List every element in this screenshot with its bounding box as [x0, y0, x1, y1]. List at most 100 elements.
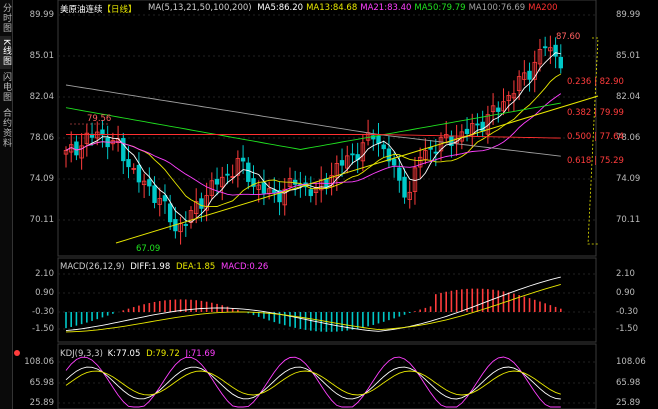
candle-body	[496, 107, 501, 112]
trend-line	[115, 95, 599, 244]
ma21-line	[65, 93, 562, 196]
tab-intraday[interactable]: 分时图	[1, 3, 11, 33]
candle-body	[360, 142, 366, 162]
candle-body	[214, 178, 220, 185]
candle-body	[402, 176, 407, 198]
fib-0236: 0.236 | 82.90	[567, 77, 624, 87]
candle-body	[131, 168, 136, 170]
candle-body	[162, 195, 168, 202]
kdj-k-line	[65, 366, 561, 400]
tab-flash[interactable]: 闪电图	[1, 71, 11, 102]
candle-body	[194, 201, 199, 215]
candle-body	[240, 157, 246, 162]
fib-0618: 0.618 | 75.29	[567, 156, 624, 166]
kdj-axis-tick: 65.98	[29, 378, 54, 388]
ma100-line	[65, 84, 561, 157]
candle-body	[522, 72, 527, 80]
high-label: 87.60	[556, 32, 581, 42]
candle-body	[282, 188, 287, 206]
ma13-line	[65, 73, 562, 208]
ma200-line	[66, 134, 561, 139]
candle-body	[511, 93, 517, 99]
ma-value: MA50:79.79	[414, 3, 466, 13]
candle-body	[251, 178, 256, 187]
candle-body	[183, 224, 188, 226]
ma-value: MA5:86.20	[257, 3, 304, 13]
candle-body	[308, 189, 313, 197]
macd-axis-tick: 0.90	[616, 288, 635, 298]
candle-body	[381, 144, 386, 150]
candle-body	[95, 131, 100, 139]
candle-body	[485, 114, 491, 135]
candle-body	[277, 190, 282, 203]
candle-body	[475, 123, 480, 126]
price-axis-tick: 78.06	[616, 133, 641, 143]
candle-body	[261, 182, 267, 194]
candle-body	[339, 160, 345, 166]
candle-body	[84, 132, 90, 144]
candle-body	[136, 164, 142, 183]
tab-kline[interactable]: K线图	[0, 36, 11, 69]
price-axis-tick: 82.04	[29, 92, 54, 102]
macd-axis-tick: -1.50	[616, 324, 638, 334]
candle-body	[350, 153, 355, 156]
candle-body	[537, 49, 543, 65]
candle-body	[79, 145, 84, 159]
candle-body	[220, 176, 225, 188]
ma-value: MA21:83.40	[360, 3, 412, 13]
ma-value: MA200	[528, 3, 558, 13]
instrument-name: 美原油连续	[60, 5, 103, 15]
candle-body	[542, 46, 548, 49]
fib-bracket	[587, 37, 599, 245]
macd-axis-tick: 0.90	[35, 288, 54, 298]
macd-panel-frame	[57, 257, 597, 343]
candle-body	[121, 138, 126, 162]
candle-body	[464, 128, 470, 134]
price-axis-tick: 85.01	[29, 51, 54, 61]
price-axis-tick: 70.11	[616, 215, 641, 225]
candle-body	[506, 95, 511, 102]
candle-body	[480, 121, 485, 132]
macd-axis-tick: -0.30	[616, 307, 638, 317]
candle-body	[141, 180, 147, 186]
ma-value: MA100:76.69	[468, 3, 526, 13]
kdj-j: J:71.69	[185, 349, 216, 359]
macd-axis-tick: -0.30	[32, 307, 54, 317]
candle-body	[391, 158, 397, 166]
indicator-settings-icon[interactable]	[14, 350, 20, 356]
period-label[interactable]: 日线	[111, 5, 129, 15]
candle-body	[407, 191, 412, 200]
kdj-axis-tick: 65.98	[616, 378, 641, 388]
price-axis-tick: 82.04	[616, 92, 641, 102]
candle-body	[386, 148, 392, 162]
low-label: 67.09	[136, 244, 161, 254]
macd-dea-line	[65, 283, 561, 333]
price-axis-tick: 74.09	[29, 174, 54, 184]
candle-body	[433, 151, 438, 154]
price-axis-tick: 78.06	[29, 133, 54, 143]
macd-axis-tick: 2.10	[616, 269, 635, 279]
candle-body	[527, 70, 532, 80]
kdj-j-line	[65, 356, 561, 408]
price-axis-tick: 74.09	[616, 174, 641, 184]
macd-diff-line	[65, 276, 561, 332]
candle-body	[553, 44, 558, 57]
candle-body	[417, 156, 423, 168]
candle-body	[397, 167, 402, 181]
candle-body	[246, 162, 251, 182]
candle-body	[319, 179, 324, 191]
tab-contract-info[interactable]: 合约资料	[1, 107, 11, 148]
kdj-panel-frame	[57, 343, 597, 409]
ma5-line	[65, 52, 561, 223]
side-tab-bar: 分时图 K线图 闪电图 合约资料	[0, 0, 13, 409]
kdj-d-line	[65, 370, 561, 396]
peak-label: 79.56	[87, 114, 112, 124]
candle-body	[74, 141, 79, 156]
kdj-label: KDJ(9,3,3)	[60, 349, 103, 359]
candle-body	[558, 56, 563, 69]
macd-diff: DIFF:1.98	[130, 262, 171, 272]
kdj-axis-tick: 108.06	[616, 357, 646, 367]
candle-body	[147, 179, 152, 187]
candle-body	[152, 185, 157, 203]
